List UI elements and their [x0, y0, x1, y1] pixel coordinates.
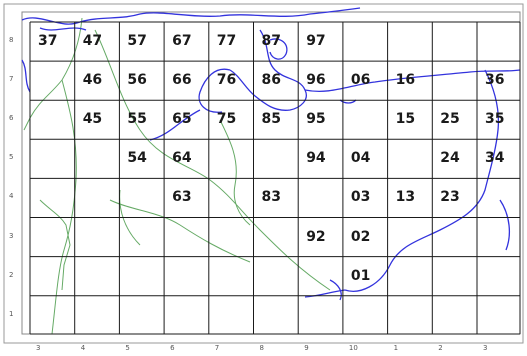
grid-cell-label: 63 [172, 189, 192, 206]
grid-cell-label: 06 [350, 72, 371, 89]
left-tick-label: 2 [9, 270, 14, 279]
grid-cell-label: 55 [127, 111, 147, 128]
left-tick-label: 4 [9, 192, 14, 201]
grid-cell-label: 85 [261, 111, 281, 128]
grid-cell-label: 66 [172, 72, 192, 89]
grid-cell-label: 92 [306, 228, 326, 245]
grid-cell-label: 96 [306, 72, 326, 89]
grid-cell-label: 45 [82, 111, 103, 128]
bottom-tick-label: 5 [125, 344, 130, 352]
grid-cell-label: 15 [395, 111, 416, 128]
grid-cell-label: 95 [306, 111, 326, 128]
grid-cell-label: 16 [395, 72, 416, 89]
grid-cell-label: 23 [440, 189, 460, 206]
grid-cell-label: 54 [127, 150, 147, 167]
bottom-tick-label: 4 [80, 344, 86, 352]
grid-cell-label: 25 [440, 111, 460, 128]
bottom-tick-label: 10 [348, 344, 358, 352]
left-tick-label: 5 [9, 153, 14, 162]
grid-cell-label: 57 [127, 33, 147, 49]
grid-cell-label: 04 [350, 150, 371, 167]
bottom-tick-label: 6 [170, 344, 175, 352]
grid-cell-label: 65 [172, 111, 192, 128]
border-lines [23, 17, 331, 335]
grid-cell-label: 67 [172, 33, 192, 49]
grid-cell-label: 36 [485, 72, 505, 89]
grid-cell-label: 56 [127, 72, 147, 89]
bottom-tick-label: 7 [214, 344, 220, 352]
left-tick-label: 6 [9, 114, 14, 123]
bottom-tick-label: 1 [393, 344, 399, 352]
grid-cell-label: 37 [38, 33, 58, 49]
bottom-tick-label: 8 [259, 344, 264, 352]
grid-cell-label: 83 [261, 189, 281, 206]
left-tick-label: 8 [9, 36, 14, 44]
grid-cell-label: 47 [82, 33, 103, 49]
bottom-tick-label: 9 [304, 344, 309, 352]
grid-cell-label: 02 [350, 228, 371, 245]
grid-cell-label: 03 [350, 189, 371, 206]
grid-cell-label: 94 [306, 150, 326, 167]
grid-cell-label: 13 [395, 189, 416, 206]
left-tick-label: 7 [9, 75, 14, 84]
grid-cell-label: 75 [216, 111, 237, 128]
left-tick-label: 3 [9, 231, 14, 240]
grid-cell-label: 35 [485, 111, 505, 128]
grid-cell-label: 01 [350, 267, 371, 284]
grid-cell-label: 77 [216, 33, 237, 49]
grid-lines [29, 21, 521, 335]
grid-cell-label: 64 [172, 150, 192, 167]
bottom-tick-label: 3 [36, 344, 41, 352]
bottom-tick-label: 3 [483, 344, 488, 352]
grid-cell-label: 97 [306, 33, 326, 49]
grid-cell-label: 34 [485, 150, 505, 167]
grid-cell-label: 76 [216, 72, 237, 89]
grid-cell-label: 87 [261, 33, 281, 49]
bottom-tick-label: 2 [438, 344, 443, 352]
grid-cell-label: 46 [82, 72, 103, 89]
map-outer-frame [3, 3, 524, 344]
grid-cell-label: 24 [440, 150, 460, 167]
left-tick-label: 1 [9, 309, 14, 318]
grid-cell-label: 86 [261, 72, 281, 89]
